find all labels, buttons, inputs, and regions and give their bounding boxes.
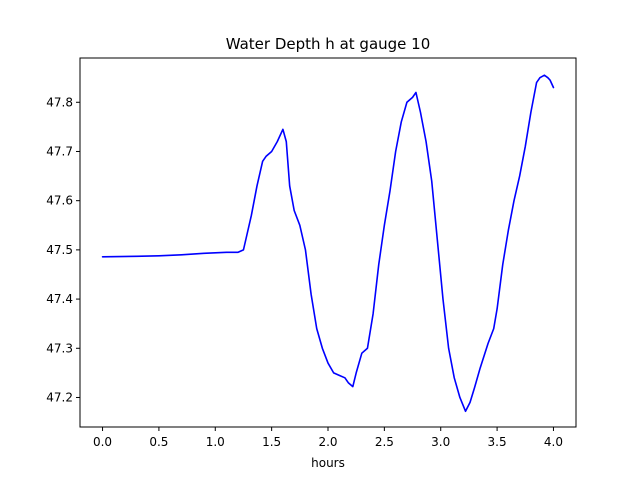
y-tick-label: 47.4 [46, 292, 73, 306]
x-tick-label: 2.5 [375, 435, 394, 449]
plot-content [101, 74, 555, 413]
y-tick-label: 47.6 [46, 194, 73, 208]
series-line-0 [101, 74, 555, 413]
x-tick-label: 1.5 [262, 435, 281, 449]
y-tick-label: 47.8 [46, 95, 73, 109]
y-tick-label: 47.5 [46, 243, 73, 257]
y-tick-label: 47.2 [46, 390, 73, 404]
plot-area [80, 58, 576, 427]
x-tick-label: 1.0 [206, 435, 225, 449]
y-axis: 47.2 47.3 47.4 47.5 47.6 47.7 47.8 [46, 95, 80, 404]
x-tick-label: 0.0 [93, 435, 112, 449]
x-tick-label: 2.0 [318, 435, 337, 449]
x-tick-label: 4.0 [544, 435, 563, 449]
y-tick-label: 47.7 [46, 144, 73, 158]
x-tick-label: 3.5 [488, 435, 507, 449]
x-tick-label: 0.5 [149, 435, 168, 449]
y-tick-label: 47.3 [46, 341, 73, 355]
x-axis-label: hours [311, 456, 345, 470]
chart-title: Water Depth h at gauge 10 [226, 35, 431, 53]
x-axis: 0.0 0.5 1.0 1.5 2.0 2.5 3.0 3.5 4.0 [93, 427, 563, 449]
x-tick-label: 3.0 [431, 435, 450, 449]
